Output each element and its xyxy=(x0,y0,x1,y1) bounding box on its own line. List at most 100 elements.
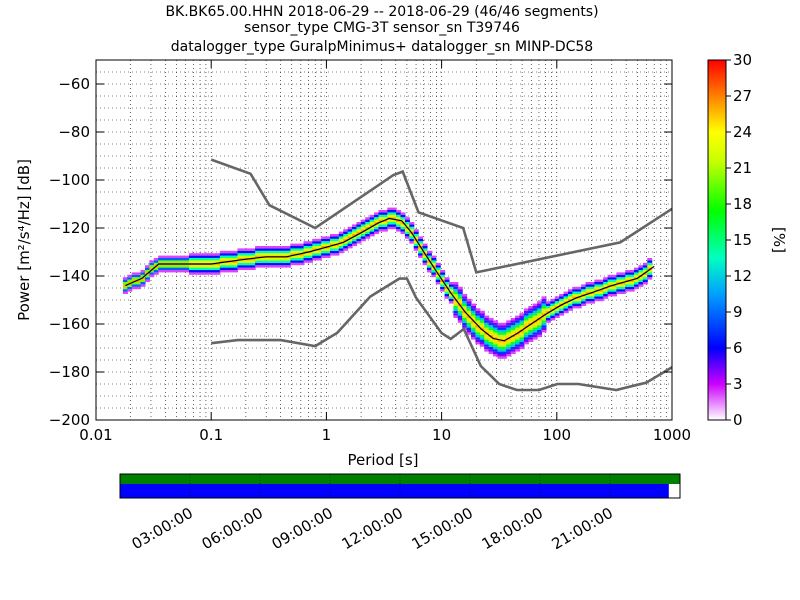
heatmap-cell xyxy=(277,250,283,254)
heatmap-cell xyxy=(559,313,565,316)
heatmap-cell xyxy=(510,349,516,352)
heatmap-cell xyxy=(589,282,595,285)
heatmap-cell xyxy=(567,306,573,309)
heatmap-cell xyxy=(457,313,463,316)
heatmap-cell xyxy=(594,294,600,297)
heatmap-cell xyxy=(528,320,534,323)
figure-title-line-3: datalogger_type GuralpMinimus+ datalogge… xyxy=(171,39,593,55)
heatmap-cell xyxy=(493,339,499,342)
heatmap-cell xyxy=(343,234,349,237)
heatmap-cell xyxy=(519,320,525,323)
heatmap-cell xyxy=(343,243,349,246)
heatmap-cell xyxy=(391,219,397,222)
heatmap-cell xyxy=(515,334,521,338)
heatmap-cell xyxy=(611,282,617,285)
heatmap-cell xyxy=(545,308,551,311)
heatmap-cell xyxy=(277,260,283,263)
heatmap-cell xyxy=(589,284,595,287)
heatmap-cell xyxy=(625,277,631,280)
heatmap-cell xyxy=(541,303,547,306)
heatmap-cell xyxy=(193,270,199,273)
heatmap-cell xyxy=(206,255,212,258)
heatmap-cell xyxy=(303,248,309,251)
heatmap-cell xyxy=(294,246,300,249)
heatmap-cell xyxy=(638,265,644,268)
heatmap-cell xyxy=(325,243,331,246)
heatmap-cell xyxy=(228,250,234,254)
heatmap-cell xyxy=(246,248,252,251)
heatmap-cell xyxy=(233,250,239,254)
heatmap-cell xyxy=(189,272,195,275)
heatmap-cell xyxy=(532,310,538,314)
heatmap-cell xyxy=(581,284,587,287)
heatmap-cell xyxy=(528,327,534,330)
heatmap-cell xyxy=(435,267,441,270)
heatmap-cell xyxy=(175,258,181,261)
heatmap-cell xyxy=(140,284,146,287)
heatmap-cell xyxy=(435,265,441,268)
heatmap-cell xyxy=(360,236,366,239)
heatmap-cell xyxy=(448,291,454,294)
heatmap-cell xyxy=(272,265,278,268)
heatmap-cell xyxy=(550,318,556,321)
heatmap-cell xyxy=(528,325,534,328)
heatmap-cell xyxy=(497,334,503,338)
heatmap-cell xyxy=(211,270,217,273)
heatmap-cell xyxy=(541,325,547,328)
heatmap-cell xyxy=(528,306,534,309)
heatmap-cell xyxy=(343,248,349,251)
heatmap-cell xyxy=(356,241,362,244)
y-tick-label: −160 xyxy=(49,315,90,333)
heatmap-cell xyxy=(131,286,137,290)
heatmap-cell xyxy=(171,267,177,270)
heatmap-cell xyxy=(330,236,336,239)
heatmap-cell xyxy=(479,313,485,316)
heatmap-cell xyxy=(506,339,512,342)
heatmap-cell xyxy=(572,286,578,290)
heatmap-cell xyxy=(241,260,247,263)
heatmap-cell xyxy=(484,315,490,318)
heatmap-cell xyxy=(219,255,225,258)
heatmap-cell xyxy=(576,306,582,309)
heatmap-cell xyxy=(625,284,631,287)
heatmap-cell xyxy=(307,241,313,244)
heatmap-cell xyxy=(506,322,512,326)
heatmap-cell xyxy=(545,318,551,321)
heatmap-cell xyxy=(576,298,582,302)
heatmap-cell xyxy=(537,315,543,318)
heatmap-cell xyxy=(352,236,358,239)
heatmap-cell xyxy=(338,234,344,237)
heatmap-cell xyxy=(519,334,525,338)
heatmap-cell xyxy=(334,238,340,242)
heatmap-cell xyxy=(431,272,437,275)
heatmap-cell xyxy=(330,241,336,244)
heatmap-cell xyxy=(625,274,631,278)
heatmap-cell xyxy=(202,255,208,258)
heatmap-cell xyxy=(268,258,274,261)
heatmap-cell xyxy=(603,294,609,297)
heatmap-cell xyxy=(409,241,415,244)
heatmap-cell xyxy=(519,318,525,321)
heatmap-cell xyxy=(131,284,137,287)
heatmap-cell xyxy=(510,322,516,326)
heatmap-cell xyxy=(519,342,525,345)
heatmap-cell xyxy=(457,318,463,321)
heatmap-cell xyxy=(638,267,644,270)
heatmap-cell xyxy=(347,229,353,232)
heatmap-cell xyxy=(184,270,190,273)
heatmap-cell xyxy=(448,284,454,287)
heatmap-cell xyxy=(228,262,234,266)
heatmap-cell xyxy=(484,346,490,350)
heatmap-cell xyxy=(365,229,371,232)
heatmap-cell xyxy=(299,262,305,266)
heatmap-cell xyxy=(506,342,512,345)
heatmap-cell xyxy=(634,282,640,285)
heatmap-cell xyxy=(647,265,653,268)
heatmap-cell xyxy=(515,346,521,350)
heatmap-cell xyxy=(532,313,538,316)
x-tick-labels: 0.01 0.1 1 10 100 1000 xyxy=(79,426,691,444)
colorbar-label: [%] xyxy=(770,227,788,253)
heatmap-cell xyxy=(479,322,485,326)
heatmap-cell xyxy=(422,250,428,254)
heatmap-cell xyxy=(497,337,503,340)
